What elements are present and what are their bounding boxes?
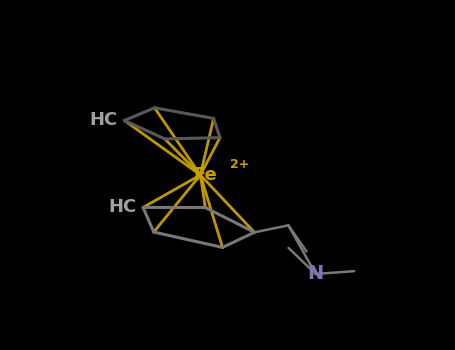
Text: HC: HC bbox=[90, 112, 118, 130]
Text: Fe: Fe bbox=[193, 166, 217, 184]
Text: N: N bbox=[308, 265, 324, 284]
Text: 2+: 2+ bbox=[230, 158, 249, 171]
Text: HC: HC bbox=[108, 198, 136, 216]
